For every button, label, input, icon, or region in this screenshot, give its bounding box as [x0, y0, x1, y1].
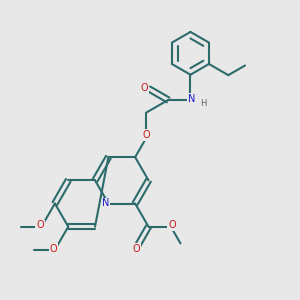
Text: O: O: [132, 244, 140, 254]
Text: O: O: [168, 220, 176, 230]
Text: O: O: [50, 244, 57, 254]
Text: O: O: [141, 82, 148, 93]
Text: O: O: [142, 130, 150, 140]
Text: O: O: [36, 220, 44, 230]
Text: N: N: [102, 199, 110, 208]
Text: H: H: [200, 99, 206, 108]
Text: N: N: [188, 94, 195, 104]
